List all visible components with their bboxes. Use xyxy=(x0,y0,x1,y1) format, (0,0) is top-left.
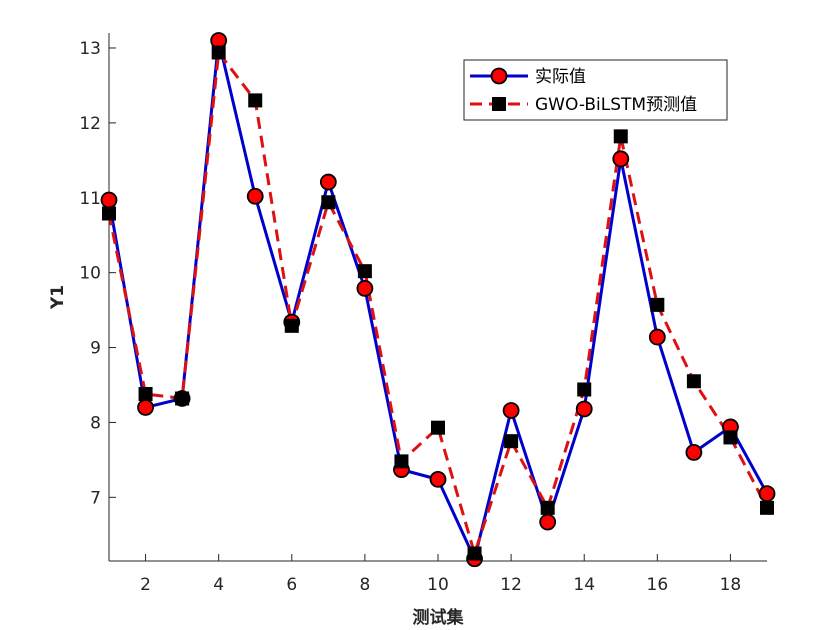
series-1-point xyxy=(685,444,703,461)
legend-label-1: 实际值 xyxy=(535,67,586,87)
series-2-point xyxy=(577,382,592,397)
y-tick-label: 13 xyxy=(79,39,101,59)
series-2-point xyxy=(540,500,555,515)
series-2-point xyxy=(650,297,665,312)
series-2-point xyxy=(284,318,299,333)
series-2-point xyxy=(394,454,409,469)
legend-label-2: GWO-BiLSTM预测值 xyxy=(535,95,697,115)
y-tick-label: 11 xyxy=(79,189,101,209)
series-1-point xyxy=(100,191,118,209)
x-tick-label: 14 xyxy=(573,575,595,595)
series-1-point xyxy=(539,513,557,531)
series-1-point xyxy=(758,485,776,502)
x-tick-label: 2 xyxy=(140,575,151,595)
series-1-point xyxy=(612,150,630,168)
series-2-point xyxy=(102,206,116,221)
x-tick-label: 12 xyxy=(500,575,522,595)
series-2-point xyxy=(248,93,263,108)
series-2-point xyxy=(504,434,519,449)
series-1-point xyxy=(246,187,264,205)
series-1-point xyxy=(502,402,520,419)
x-tick-label: 16 xyxy=(647,575,669,595)
y-tick-label: 10 xyxy=(79,264,101,284)
series-2-point xyxy=(686,374,701,389)
series-2-point xyxy=(613,129,628,144)
series-2-point xyxy=(723,430,738,445)
series-2-point xyxy=(138,386,153,401)
y-tick-label: 12 xyxy=(79,114,101,134)
legend: 实际值 GWO-BiLSTM预测值 xyxy=(463,59,728,121)
legend-marker-1 xyxy=(490,67,508,85)
y-tick-label: 8 xyxy=(90,413,101,433)
y-axis-label: Y1 xyxy=(48,285,68,310)
series-2-point xyxy=(431,420,445,435)
y-tick-label: 7 xyxy=(90,488,101,508)
x-tick-label: 4 xyxy=(213,575,224,595)
series-1-point xyxy=(319,173,337,191)
x-tick-label: 18 xyxy=(720,575,742,595)
series-2-point xyxy=(357,264,372,279)
x-tick-label: 10 xyxy=(427,575,449,595)
legend-box xyxy=(463,59,728,121)
legend-marker-2 xyxy=(492,97,506,111)
series-2-point xyxy=(175,391,190,406)
series-2-point xyxy=(321,195,336,210)
x-tick-label: 8 xyxy=(359,575,370,595)
series-1-point xyxy=(648,328,666,346)
series-1-point xyxy=(356,279,374,297)
plot-area xyxy=(100,32,776,568)
series-1-point xyxy=(137,399,154,416)
x-axis-label: 测试集 xyxy=(413,607,465,628)
series-1-point xyxy=(575,400,593,418)
y-tick-label: 9 xyxy=(90,339,101,359)
axes: 2 4 6 8 10 12 14 16 18 7 8 9 10 11 12 13 xyxy=(79,33,767,595)
series-1-point xyxy=(429,470,447,488)
series-2-point xyxy=(467,546,482,561)
x-tick-label: 6 xyxy=(286,575,297,595)
series-2-point xyxy=(211,45,226,60)
series-2-point xyxy=(760,500,774,515)
